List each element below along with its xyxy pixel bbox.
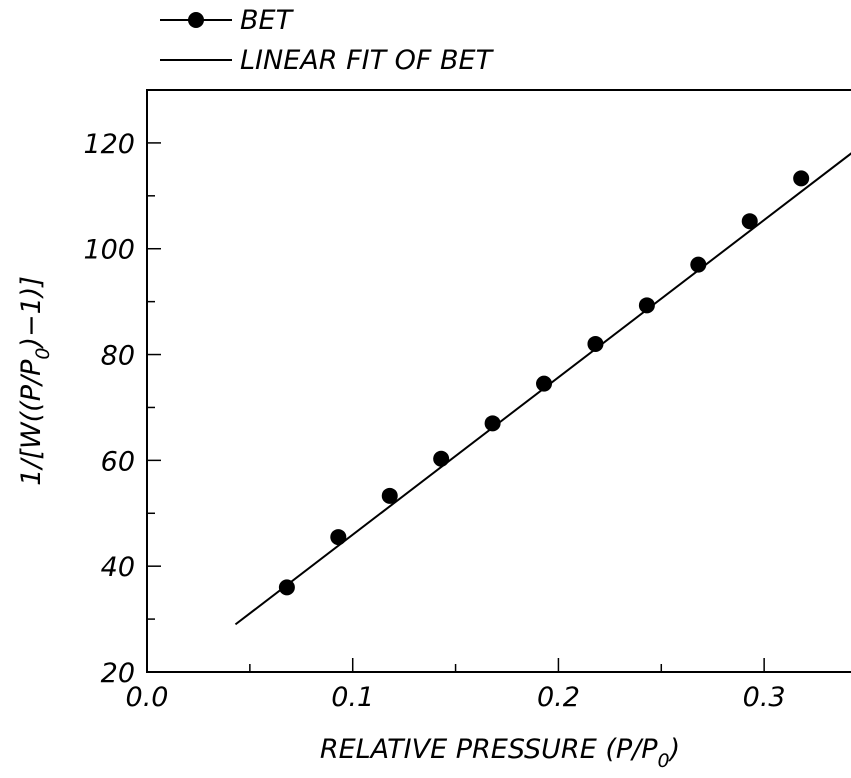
- y-axis-label-subscript: 0: [32, 348, 54, 360]
- axis-ticks: [147, 143, 764, 672]
- y-axis-label: 1/[W((P/P0)−1)]: [16, 276, 54, 486]
- y-tick-label: 20: [101, 658, 135, 689]
- y-tick-label: 80: [101, 341, 135, 372]
- x-axis-label-subscript: 0: [658, 750, 670, 772]
- bet-data-point: [433, 451, 449, 467]
- y-tick-label: 40: [101, 552, 135, 583]
- bet-data-point: [742, 213, 758, 229]
- y-tick-label: 60: [101, 446, 135, 477]
- y-axis-label-main: 1/[W((P/P: [16, 359, 47, 486]
- y-tick-label: 100: [83, 235, 135, 266]
- bet-data-point: [330, 529, 346, 545]
- legend-bet-label: BET: [240, 5, 295, 36]
- bet-data-point: [485, 415, 501, 431]
- plot-area-frame: [147, 90, 851, 672]
- bet-data-point: [690, 257, 706, 273]
- bet-data-point: [639, 297, 655, 313]
- bet-data-point: [793, 170, 809, 186]
- legend: BET LINEAR FIT OF BET: [160, 5, 495, 76]
- x-tick-label: 0.1: [331, 682, 374, 713]
- data-series: [235, 141, 851, 624]
- y-axis-label-tail: )−1)]: [16, 276, 47, 349]
- x-axis-label-tail: ): [668, 734, 681, 765]
- y-tick-label: 120: [83, 129, 135, 160]
- x-axis-label-main: RELATIVE PRESSURE (P/P: [320, 734, 658, 765]
- bet-data-point: [279, 579, 295, 595]
- axis-tick-labels: 0.00.10.20.320406080100120: [83, 129, 785, 713]
- bet-data-point: [587, 336, 603, 352]
- x-tick-label: 0.2: [537, 682, 580, 713]
- x-axis-label: RELATIVE PRESSURE (P/P0): [320, 734, 680, 772]
- x-tick-label: 0.3: [743, 682, 786, 713]
- bet-data-point: [382, 488, 398, 504]
- legend-bet-marker: [188, 12, 204, 28]
- bet-data-point: [536, 376, 552, 392]
- legend-fit-label: LINEAR FIT OF BET: [240, 45, 495, 76]
